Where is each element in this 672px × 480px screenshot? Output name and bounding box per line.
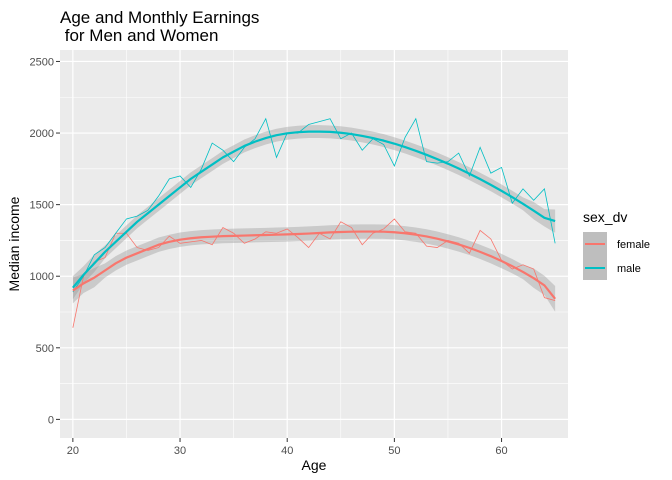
raw-line-female — [72, 218, 556, 328]
legend: sex_dv female male — [583, 209, 650, 280]
raw-series-lines — [72, 117, 556, 328]
legend-title: sex_dv — [583, 209, 627, 225]
y-tick-label: 1000 — [30, 271, 54, 283]
chart-title-line2: for Men and Women — [60, 26, 218, 45]
y-tick-label: 2000 — [30, 128, 54, 140]
x-tick-label: 50 — [388, 445, 400, 457]
x-tick-label: 60 — [495, 445, 507, 457]
x-tick-label: 40 — [281, 445, 293, 457]
grid-major — [60, 50, 568, 438]
x-axis-title: Age — [302, 457, 327, 473]
x-tick-label: 20 — [67, 445, 79, 457]
y-tick-label: 500 — [36, 343, 54, 355]
y-tick-label: 1500 — [30, 200, 54, 212]
legend-label-male: male — [617, 263, 641, 275]
x-tick-label: 30 — [174, 445, 186, 457]
plot-panel — [60, 50, 568, 438]
legend-label-female: female — [617, 239, 650, 251]
smooth-line-female — [72, 230, 556, 300]
smooth-series-lines — [72, 130, 556, 300]
grid-minor — [60, 50, 568, 438]
smooth-line-male — [72, 130, 556, 289]
y-tick-label: 2500 — [30, 56, 54, 68]
chart-title-line1: Age and Monthly Earnings — [60, 8, 259, 27]
y-axis: 0 500 1000 1500 2000 2500 — [30, 56, 60, 426]
y-axis-title: Median income — [6, 196, 22, 291]
y-tick-label: 0 — [48, 414, 54, 426]
raw-line-male — [72, 117, 556, 293]
x-axis: 20 30 40 50 60 — [67, 438, 508, 457]
